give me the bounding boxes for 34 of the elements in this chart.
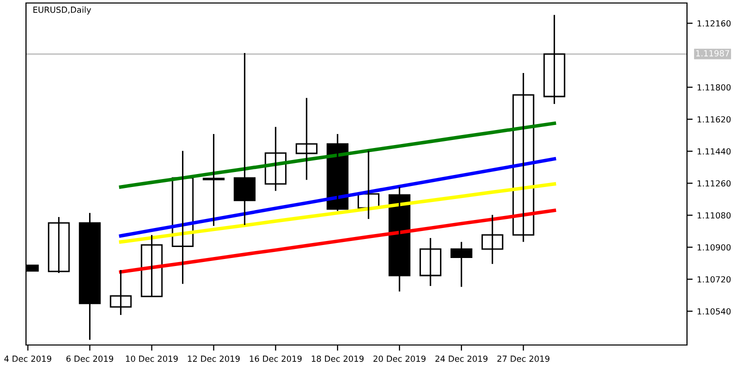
candlestick bbox=[481, 214, 504, 265]
x-tick-label: 18 Dec 2019 bbox=[312, 356, 364, 362]
y-tick-label: 1.10900 bbox=[698, 244, 731, 251]
x-tick-label: 27 Dec 2019 bbox=[497, 356, 550, 362]
candlestick bbox=[296, 97, 318, 181]
candlestick bbox=[202, 133, 225, 227]
x-tick-label: 16 Dec 2019 bbox=[250, 356, 302, 362]
y-tick-label: 1.11440 bbox=[698, 148, 731, 155]
y-tick-label: 1.12160 bbox=[698, 20, 731, 27]
y-tick-label: 1.11800 bbox=[698, 84, 731, 91]
chart-title: EURUSD,Daily bbox=[33, 6, 92, 14]
line-series bbox=[119, 182, 556, 244]
candlestick bbox=[234, 52, 256, 226]
ref-line-label: 1.11987 bbox=[696, 50, 730, 56]
y-tick-label: 1.11260 bbox=[698, 180, 731, 187]
y-tick-label: 1.11620 bbox=[698, 116, 731, 123]
line-series bbox=[119, 208, 556, 274]
candlestick bbox=[48, 216, 70, 274]
line-series bbox=[119, 122, 556, 189]
candlestick bbox=[543, 14, 566, 105]
y-tick-label: 1.11080 bbox=[698, 212, 731, 219]
x-tick-label: 24 Dec 2019 bbox=[435, 356, 488, 362]
y-tick-label: 1.10540 bbox=[698, 308, 731, 315]
x-tick-label: 10 Dec 2019 bbox=[126, 356, 178, 362]
candlestick bbox=[450, 241, 472, 288]
candlestick bbox=[78, 212, 101, 341]
x-tick-label: 20 Dec 2019 bbox=[373, 356, 426, 362]
line-series bbox=[119, 157, 556, 238]
x-tick-label: 6 Dec 2019 bbox=[66, 356, 114, 362]
candlestick bbox=[110, 269, 132, 316]
x-tick-label: 4 Dec 2019 bbox=[4, 356, 52, 362]
candlestick bbox=[420, 237, 442, 287]
y-tick-label: 1.10720 bbox=[698, 276, 731, 283]
x-tick-label: 12 Dec 2019 bbox=[188, 356, 240, 362]
